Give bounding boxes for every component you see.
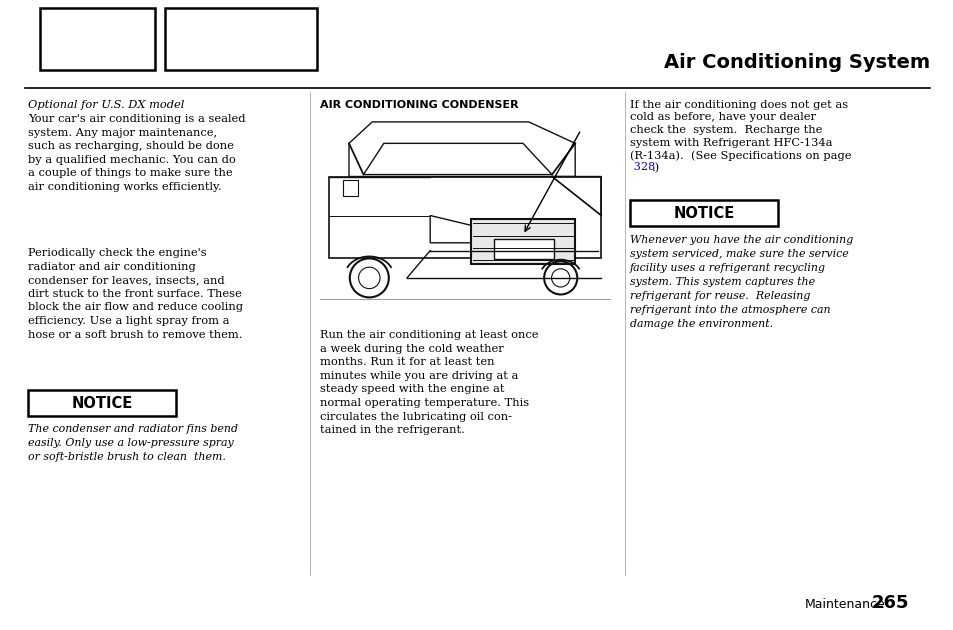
Text: NOTICE: NOTICE — [673, 205, 734, 220]
Text: 265: 265 — [871, 594, 908, 612]
Text: Whenever you have the air conditioning
system serviced, make sure the service
fa: Whenever you have the air conditioning s… — [629, 235, 852, 329]
Text: Maintenance: Maintenance — [804, 598, 884, 611]
Text: (R-134a).  (See Specifications on page: (R-134a). (See Specifications on page — [629, 150, 851, 161]
Text: check the  system.  Recharge the: check the system. Recharge the — [629, 125, 821, 135]
Text: 328: 328 — [629, 163, 655, 173]
Bar — [494, 239, 554, 259]
Text: NOTICE: NOTICE — [71, 396, 132, 411]
Text: Run the air conditioning at least once
a week during the cold weather
months. Ru: Run the air conditioning at least once a… — [319, 330, 537, 435]
Text: .): .) — [651, 163, 659, 173]
Bar — [28, 390, 175, 416]
Text: Your car's air conditioning is a sealed
system. Any major maintenance,
such as r: Your car's air conditioning is a sealed … — [28, 114, 245, 192]
Bar — [471, 219, 575, 264]
Text: Optional for U.S. DX model: Optional for U.S. DX model — [28, 100, 184, 110]
Text: AIR CONDITIONING CONDENSER: AIR CONDITIONING CONDENSER — [319, 100, 518, 110]
Bar — [40, 8, 154, 70]
Text: system with Refrigerant HFC-134a: system with Refrigerant HFC-134a — [629, 137, 832, 147]
Bar — [165, 8, 316, 70]
Bar — [629, 200, 778, 226]
Text: cold as before, have your dealer: cold as before, have your dealer — [629, 113, 815, 122]
Text: The condenser and radiator fins bend
easily. Only use a low-pressure spray
or so: The condenser and radiator fins bend eas… — [28, 424, 237, 462]
Text: Air Conditioning System: Air Conditioning System — [663, 53, 929, 72]
Text: Periodically check the engine's
radiator and air conditioning
condenser for leav: Periodically check the engine's radiator… — [28, 248, 243, 340]
Text: If the air conditioning does not get as: If the air conditioning does not get as — [629, 100, 847, 110]
